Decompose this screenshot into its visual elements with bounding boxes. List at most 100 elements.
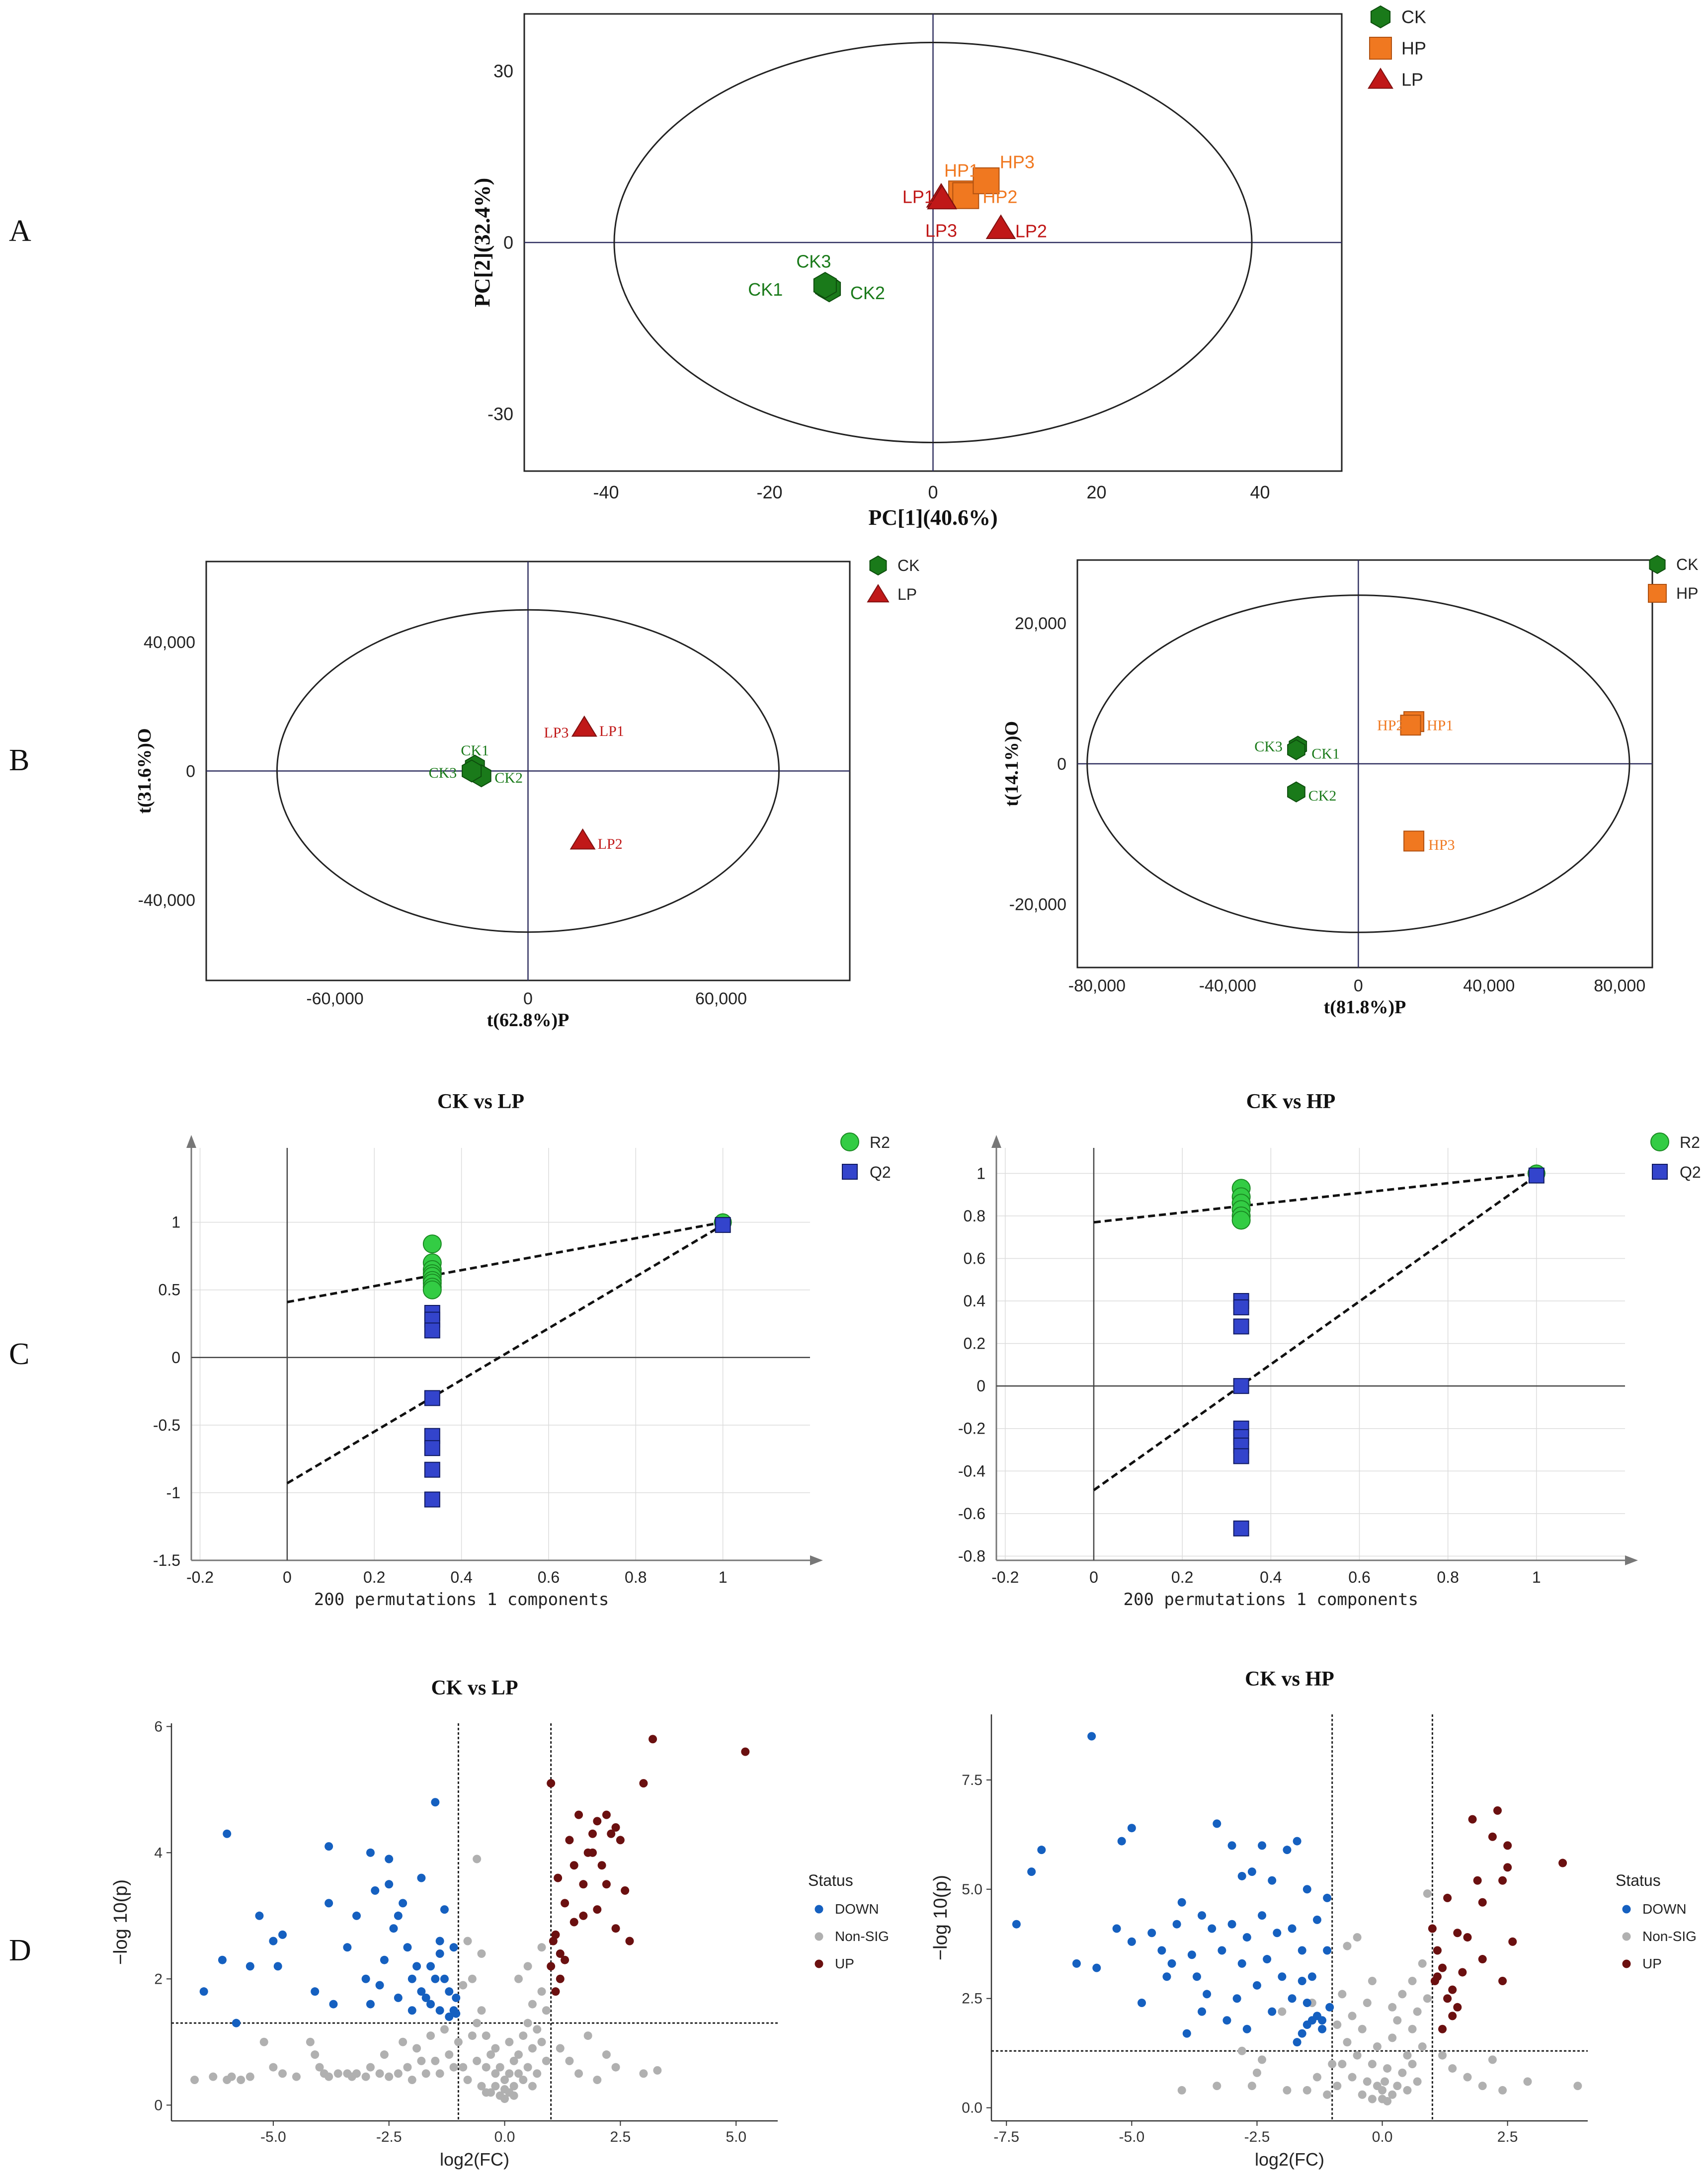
point-down: [1268, 1876, 1277, 1885]
legend-label-down: DOWN: [1642, 1901, 1687, 1917]
point-down: [1312, 1915, 1321, 1924]
point-nonsig: [514, 2069, 523, 2078]
point-down: [1323, 1893, 1332, 1902]
y-axis-label: −log 10(p): [930, 1875, 951, 1960]
point-nonsig: [1398, 2068, 1407, 2077]
x-tick-label: 0.4: [450, 1568, 472, 1586]
x-axis-arrow: [810, 1555, 823, 1565]
point-up: [556, 1949, 565, 1958]
point-nonsig: [505, 2037, 514, 2046]
point-nonsig: [639, 2069, 648, 2078]
point-down: [269, 1937, 278, 1945]
y-tick-label: 5.0: [962, 1881, 982, 1898]
point-lp3: [927, 184, 957, 210]
point-nonsig: [533, 2025, 542, 2034]
y-tick-label: 40,000: [144, 633, 195, 652]
point-nonsig: [394, 2069, 403, 2078]
point-down: [278, 1930, 287, 1939]
point-down: [311, 1987, 320, 1996]
point-nonsig: [1393, 2082, 1402, 2091]
x-tick-label: 0.2: [1171, 1568, 1193, 1586]
point-nonsig: [454, 2037, 463, 2046]
r2-regression-line: [287, 1221, 724, 1303]
x-tick-label: -5.0: [260, 2129, 286, 2145]
point-nonsig: [1378, 2086, 1387, 2095]
point-down: [1242, 1933, 1251, 1942]
q2-point: [1233, 1378, 1249, 1394]
point-nonsig: [417, 2056, 426, 2065]
point-down: [394, 1911, 403, 1920]
point-up: [1498, 1876, 1507, 1885]
point-nonsig: [509, 2091, 518, 2100]
legend-marker-non-sig: [1622, 1932, 1631, 1941]
legend-label-non-sig: Non-SIG: [835, 1929, 889, 1944]
point-down: [445, 2012, 454, 2021]
point-up: [593, 1817, 602, 1826]
y-tick-label: -40,000: [138, 891, 195, 910]
x-tick-label: -40: [593, 482, 619, 502]
point-nonsig: [1448, 2064, 1457, 2073]
x-tick-label: 0.8: [625, 1568, 647, 1586]
chart-title: CK vs LP: [431, 1677, 518, 1699]
point-nonsig: [1368, 1977, 1377, 1986]
point-nonsig: [366, 2063, 375, 2072]
point-down: [380, 1955, 389, 1964]
point-nonsig: [1338, 1990, 1347, 1999]
point-nonsig: [403, 2063, 412, 2072]
y-tick-label: 1: [976, 1164, 985, 1182]
point-up: [1438, 2024, 1447, 2033]
y-tick-label: 0: [503, 233, 513, 253]
point-down: [329, 2000, 338, 2009]
point-hp3: [1403, 830, 1425, 852]
point-nonsig: [269, 2063, 278, 2072]
point-nonsig: [1398, 1990, 1407, 1999]
point-up: [639, 1779, 648, 1788]
point-up: [579, 1911, 588, 1920]
point-down: [1138, 1999, 1146, 2008]
point-down: [1087, 1732, 1096, 1741]
point-down: [407, 2006, 416, 2015]
point-label-ck1: CK1: [748, 279, 783, 300]
point-label-lp3: LP3: [544, 725, 569, 741]
point-down: [1227, 1920, 1236, 1929]
point-down: [1218, 1946, 1226, 1955]
point-label-hp1: HP1: [944, 161, 979, 181]
point-nonsig: [528, 2000, 537, 2009]
legend-label-hp: HP: [1676, 584, 1698, 602]
point-nonsig: [1363, 2077, 1372, 2086]
point-down: [1247, 1867, 1256, 1876]
confidence-ellipse: [613, 42, 1253, 443]
point-down: [1273, 1929, 1282, 1938]
y-tick-label: -20,000: [1009, 895, 1066, 914]
point-down: [431, 1798, 440, 1807]
legend-label-lp: LP: [897, 585, 917, 603]
point-down: [1237, 1959, 1246, 1968]
point-nonsig: [482, 2031, 490, 2040]
point-down: [1012, 1920, 1021, 1929]
point-nonsig: [1348, 2073, 1357, 2082]
point-label-lp1: LP1: [599, 723, 624, 739]
point-down: [385, 1880, 394, 1889]
point-down: [1302, 1999, 1311, 2008]
x-tick-label: -60,000: [306, 989, 363, 1008]
point-nonsig: [315, 2063, 324, 2072]
point-nonsig: [1498, 2086, 1507, 2095]
point-down: [417, 1987, 426, 1996]
x-tick-label: 2.5: [1497, 2129, 1518, 2145]
point-label-ck2: CK2: [1308, 788, 1337, 804]
point-nonsig: [1388, 2003, 1397, 2012]
point-down: [1203, 1990, 1212, 1999]
confidence-ellipse: [276, 609, 780, 933]
point-nonsig: [509, 2082, 518, 2091]
point-up: [593, 1905, 602, 1914]
point-nonsig: [1302, 2086, 1311, 2095]
point-nonsig: [574, 2069, 583, 2078]
point-nonsig: [537, 2037, 546, 2046]
chart-volLP: CK vs LP -5.0 -2.5 0.0 2.5 5.0 0 2 4 6 log2(FC) −lo…: [110, 1677, 889, 2170]
y-tick-label: 2: [154, 1971, 163, 1987]
q2-regression-line: [286, 1223, 724, 1485]
x-tick-label: -0.2: [991, 1568, 1019, 1586]
point-up: [1558, 1859, 1567, 1867]
point-down: [325, 1899, 333, 1908]
